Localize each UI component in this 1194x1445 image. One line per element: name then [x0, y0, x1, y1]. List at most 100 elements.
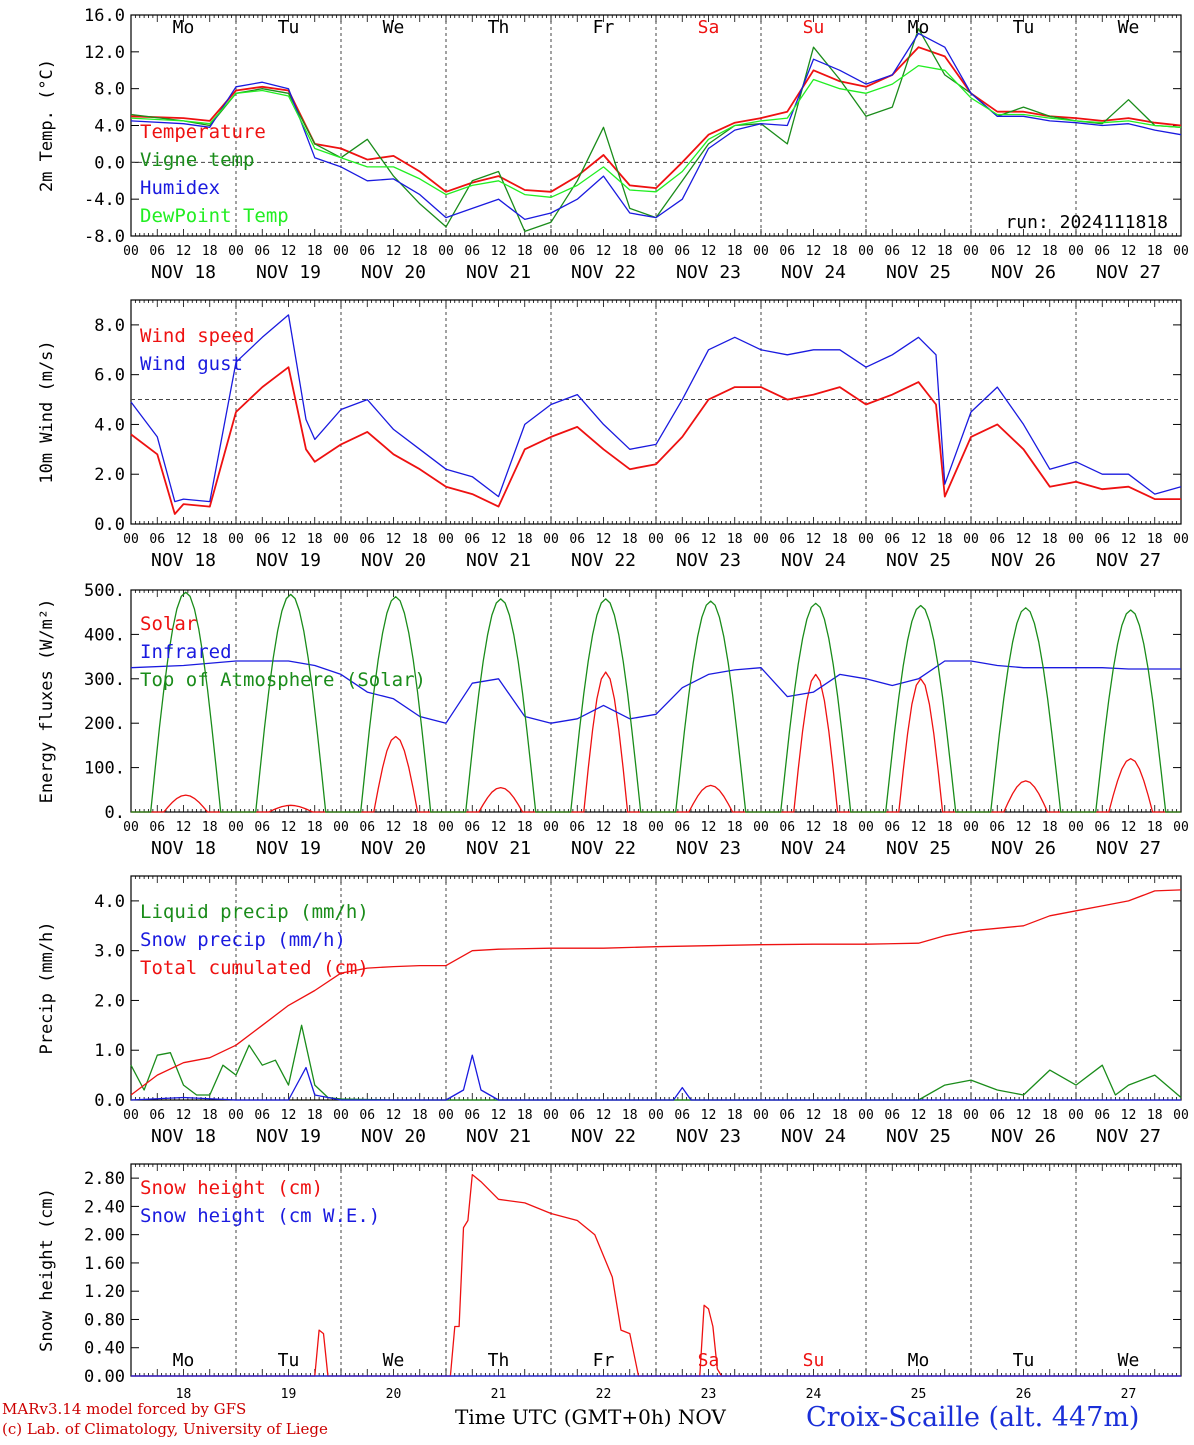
hour-label: 00 [438, 820, 454, 835]
hour-label: 18 [1147, 244, 1163, 259]
y-tick-label: 2.0 [94, 991, 125, 1011]
hour-label: 06 [254, 244, 270, 259]
hour-label: 18 [412, 1108, 428, 1123]
legend-entry: Top of Atmosphere (Solar) [140, 669, 426, 691]
day-name: We [1118, 1350, 1140, 1371]
series-line-dewpoint-temp [130, 64, 1182, 198]
date-label: NOV 22 [571, 1126, 636, 1147]
panel-frame [130, 299, 1182, 525]
hour-label: 12 [1016, 244, 1032, 259]
hour-label: 00 [228, 1108, 244, 1123]
hour-label: 00 [648, 820, 664, 835]
hour-label: 12 [491, 244, 507, 259]
hour-label: 00 [438, 1108, 454, 1123]
date-label: NOV 27 [1096, 838, 1161, 859]
hour-label: 12 [386, 244, 402, 259]
y-tick-label: 0. [105, 803, 125, 823]
hour-label: 00 [858, 244, 874, 259]
hour-label: 06 [989, 1108, 1005, 1123]
legend-entry: DewPoint Temp [140, 205, 289, 227]
y-tick-label: 6.0 [94, 366, 125, 386]
y-tick-label: 12.0 [84, 43, 125, 63]
hour-label: 00 [228, 820, 244, 835]
hour-label: 00 [543, 1108, 559, 1123]
date-label: NOV 20 [361, 262, 426, 283]
hour-label: 18 [727, 244, 743, 259]
y-tick-label: 4.0 [94, 117, 125, 137]
hour-label: 06 [359, 1108, 375, 1123]
y-axis-label: Snow height (cm) [37, 1188, 57, 1352]
hour-label: 00 [648, 1108, 664, 1123]
hour-label: 12 [176, 820, 192, 835]
date-label: NOV 27 [1096, 262, 1161, 283]
y-tick-label: 2.0 [94, 465, 125, 485]
hour-label: 18 [1042, 244, 1058, 259]
y-tick-label: 200. [84, 714, 125, 734]
legend-entry: Wind gust [140, 353, 243, 375]
hour-label: 18 [202, 1108, 218, 1123]
y-tick-label: 4.0 [94, 415, 125, 435]
y-axis-label: Precip (mm/h) [37, 921, 57, 1054]
hour-label: 12 [911, 244, 927, 259]
y-axis-label: 10m Wind (m/s) [37, 340, 57, 483]
hour-label: 06 [359, 244, 375, 259]
hour-label: 00 [648, 244, 664, 259]
y-tick-label: 2.00 [84, 1226, 125, 1246]
day-name: Tu [278, 1350, 300, 1371]
hour-label: 00 [648, 532, 664, 547]
hour-label: 06 [359, 532, 375, 547]
date-label: NOV 25 [886, 550, 951, 571]
hour-label: 06 [464, 820, 480, 835]
date-label: NOV 27 [1096, 1126, 1161, 1147]
hour-label: 06 [884, 820, 900, 835]
hour-label: 12 [701, 532, 717, 547]
hour-label: 12 [386, 532, 402, 547]
hour-label: 00 [963, 244, 979, 259]
hour-label: 00 [1068, 244, 1084, 259]
hour-label: 12 [596, 532, 612, 547]
hour-label: 00 [333, 820, 349, 835]
legend-entry: Liquid precip (mm/h) [140, 901, 369, 923]
hour-label: 18 [307, 1108, 323, 1123]
hour-label: 18 [832, 1108, 848, 1123]
hour-label: 06 [989, 532, 1005, 547]
hour-label: 06 [254, 1108, 270, 1123]
hour-label: 12 [806, 820, 822, 835]
hour-label: 06 [674, 1108, 690, 1123]
hour-label: 00 [543, 244, 559, 259]
y-tick-label: 1.0 [94, 1041, 125, 1061]
hour-label: 06 [254, 820, 270, 835]
y-tick-label: 4.0 [94, 892, 125, 912]
date-label: NOV 23 [676, 550, 741, 571]
day-name: Mo [173, 1350, 195, 1371]
hour-label: 00 [123, 820, 139, 835]
y-tick-label: 2.80 [84, 1169, 125, 1189]
hour-label: 18 [517, 1108, 533, 1123]
hour-label: 00 [753, 1108, 769, 1123]
hour-label: 18 [517, 244, 533, 259]
day-name: Tu [1013, 1350, 1035, 1371]
hour-label: 12 [281, 1108, 297, 1123]
hour-label: 00 [1068, 532, 1084, 547]
hour-label: 00 [123, 244, 139, 259]
date-label: NOV 27 [1096, 550, 1161, 571]
hour-label: 12 [596, 1108, 612, 1123]
hour-label: 06 [569, 244, 585, 259]
hour-label: 06 [149, 1108, 165, 1123]
hour-label: 18 [1147, 820, 1163, 835]
hour-label: 12 [281, 244, 297, 259]
hour-label: 00 [1173, 532, 1189, 547]
hour-label: 06 [779, 1108, 795, 1123]
hour-label: 00 [753, 532, 769, 547]
day-number: 27 [1121, 1387, 1137, 1402]
day-name: Mo [173, 17, 195, 38]
y-tick-label: 0.80 [84, 1310, 125, 1330]
hour-label: 12 [911, 820, 927, 835]
hour-label: 12 [701, 820, 717, 835]
day-number: 21 [491, 1387, 507, 1402]
day-name: Sa [698, 1350, 720, 1371]
hour-label: 12 [806, 532, 822, 547]
day-name: Th [488, 17, 510, 38]
hour-label: 18 [937, 532, 953, 547]
date-label: NOV 19 [256, 1126, 321, 1147]
